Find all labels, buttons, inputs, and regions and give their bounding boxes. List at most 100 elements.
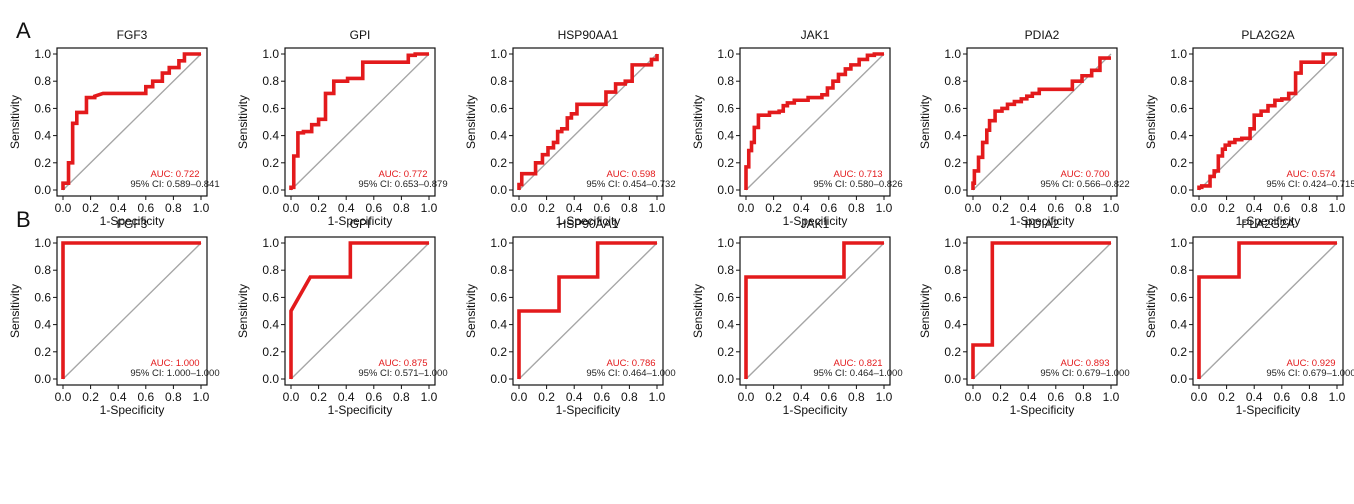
x-tick-label: 0.4 (1020, 201, 1037, 215)
y-tick-label: 0.8 (490, 263, 507, 277)
plot-frame (512, 47, 664, 197)
x-tick-label: 0.0 (283, 390, 300, 404)
auc-label: AUC: 0.598 (606, 169, 655, 180)
y-axis-label: Sensitivity (1144, 284, 1158, 338)
y-tick-label: 0.0 (717, 372, 734, 386)
y-tick-label: 0.4 (490, 318, 507, 332)
x-tick-label: 0.4 (338, 390, 355, 404)
ci-label: 95% CI: 0.566–0.822 (1040, 179, 1129, 190)
roc-plot-pla2g2a: PLA2G2A 0.0 0.0 0.2 0.2 0.4 0.4 0.6 0.6 0.8 0.8 1.0… (1144, 217, 1354, 417)
x-axis-label: 1-Specificity (1236, 214, 1301, 228)
y-tick-label: 1.0 (34, 236, 51, 250)
roc-plot-pdia2: PDIA2 0.0 0.0 0.2 0.2 0.4 0.4 0.6 0.6 0.8 0.8 1.0 1.… (918, 28, 1130, 228)
ci-label: 95% CI: 0.464–1.000 (586, 368, 675, 379)
plot-title: GPI (350, 28, 371, 42)
x-tick-label: 0.0 (738, 390, 755, 404)
roc-plot-pdia2: PDIA2 0.0 0.0 0.2 0.2 0.4 0.4 0.6 0.6 0.8 0.8 1.0 1.… (918, 217, 1130, 417)
y-tick-label: 0.4 (717, 129, 734, 143)
x-tick-label: 0.4 (793, 390, 810, 404)
diagonal-reference-line (1198, 242, 1338, 380)
y-tick-label: 0.8 (262, 74, 279, 88)
ci-label: 95% CI: 0.464–1.000 (813, 368, 902, 379)
x-tick-label: 0.8 (1301, 201, 1318, 215)
diagonal-reference-line (972, 242, 1112, 380)
y-tick-label: 0.6 (1170, 290, 1187, 304)
x-tick-label: 0.4 (1246, 390, 1263, 404)
x-tick-label: 0.0 (511, 201, 528, 215)
y-tick-label: 1.0 (1170, 47, 1187, 61)
roc-plot-jak1: JAK1 0.0 0.0 0.2 0.2 0.4 0.4 0.6 0.6 0.8 0.8 1.0 1.0… (691, 217, 903, 417)
x-tick-label: 0.0 (1191, 390, 1208, 404)
roc-plot-gpi: GPI 0.0 0.0 0.2 0.2 0.4 0.4 0.6 0.6 0.8 0.8 1.0 1.0 1… (236, 217, 448, 417)
y-tick-label: 0.2 (717, 156, 734, 170)
roc-plot-fgf3: FGF3 0.0 0.0 0.2 0.2 0.4 0.4 0.6 0.6 0.8 0.8 1.0 1.0… (8, 28, 220, 228)
roc-plot-hsp90aa1: HSP90AA1 0.0 0.0 0.2 0.2 0.4 0.4 0.6 0.6 0.8 0.8 1.… (464, 217, 676, 417)
ci-label: 95% CI: 0.589–0.841 (130, 179, 219, 190)
y-tick-label: 0.4 (490, 129, 507, 143)
x-tick-label: 0.6 (365, 201, 382, 215)
roc-curve (971, 241, 1111, 379)
diagonal-reference-line (745, 242, 885, 380)
auc-label: AUC: 1.000 (150, 358, 199, 369)
y-tick-label: 0.8 (1170, 263, 1187, 277)
y-tick-label: 0.8 (717, 263, 734, 277)
x-axis-label: 1-Specificity (556, 214, 621, 228)
x-tick-label: 1.0 (1103, 390, 1120, 404)
y-tick-label: 0.0 (944, 372, 961, 386)
y-tick-label: 0.0 (490, 372, 507, 386)
y-tick-label: 0.0 (34, 183, 51, 197)
x-tick-label: 0.8 (393, 201, 410, 215)
x-tick-label: 0.2 (1218, 390, 1235, 404)
y-axis-label: Sensitivity (236, 284, 250, 338)
auc-label: AUC: 0.875 (378, 358, 427, 369)
x-tick-label: 0.4 (566, 390, 583, 404)
auc-label: AUC: 0.713 (833, 169, 882, 180)
y-tick-label: 0.6 (944, 101, 961, 115)
y-axis-label: Sensitivity (8, 95, 22, 149)
y-tick-label: 1.0 (262, 47, 279, 61)
y-tick-label: 0.8 (262, 263, 279, 277)
x-tick-label: 0.6 (1273, 201, 1290, 215)
x-tick-label: 1.0 (876, 201, 893, 215)
y-tick-label: 0.4 (262, 318, 279, 332)
ci-label: 95% CI: 0.653–0.879 (358, 179, 447, 190)
x-tick-label: 0.0 (55, 201, 72, 215)
y-tick-label: 0.8 (944, 263, 961, 277)
ci-label: 95% CI: 0.571–1.000 (358, 368, 447, 379)
x-tick-label: 0.8 (1301, 390, 1318, 404)
y-tick-label: 0.8 (34, 74, 51, 88)
x-tick-label: 0.0 (283, 201, 300, 215)
plot-frame (1192, 47, 1344, 197)
x-tick-label: 0.0 (1191, 201, 1208, 215)
plot-title: JAK1 (801, 217, 830, 231)
y-tick-label: 0.6 (34, 101, 51, 115)
roc-curve (61, 52, 201, 190)
plot-frame (966, 236, 1118, 386)
diagonal-reference-line (62, 242, 202, 380)
x-tick-label: 0.8 (848, 390, 865, 404)
y-tick-label: 0.8 (34, 263, 51, 277)
x-axis-label: 1-Specificity (783, 403, 848, 417)
roc-plot-hsp90aa1: HSP90AA1 0.0 0.0 0.2 0.2 0.4 0.4 0.6 0.6 0.8 0.8 1.… (464, 28, 676, 228)
plot-frame (284, 236, 436, 386)
panel-letter: B (16, 207, 31, 232)
ci-label: 95% CI: 0.580–0.826 (813, 179, 902, 190)
diagonal-reference-line (290, 53, 430, 191)
x-axis-label: 1-Specificity (1010, 403, 1075, 417)
plot-frame (739, 47, 891, 197)
diagonal-reference-line (745, 53, 885, 191)
y-tick-label: 0.4 (34, 129, 51, 143)
x-tick-label: 0.2 (538, 201, 555, 215)
x-axis-label: 1-Specificity (100, 214, 165, 228)
x-tick-label: 0.6 (1273, 390, 1290, 404)
plot-frame (739, 236, 891, 386)
ci-label: 95% CI: 0.679–1.000 (1266, 368, 1354, 379)
plot-title: JAK1 (801, 28, 830, 42)
y-tick-label: 0.0 (1170, 183, 1187, 197)
x-tick-label: 1.0 (649, 390, 666, 404)
x-tick-label: 0.4 (110, 390, 127, 404)
x-tick-label: 1.0 (1329, 390, 1346, 404)
x-tick-label: 0.6 (593, 201, 610, 215)
x-tick-label: 0.6 (1047, 201, 1064, 215)
roc-curve (289, 52, 429, 190)
